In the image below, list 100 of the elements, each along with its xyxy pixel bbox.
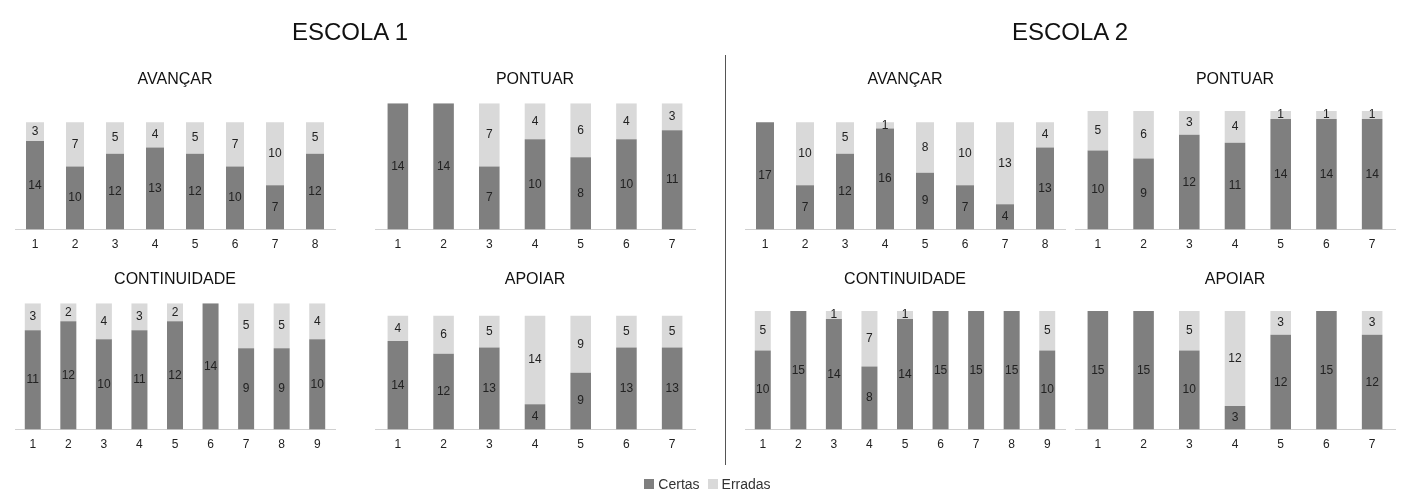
x-tick-label: 7 — [271, 237, 279, 252]
data-label: 5 — [242, 318, 250, 333]
bar — [796, 122, 814, 186]
bar — [1133, 111, 1154, 159]
data-label: 5 — [759, 323, 767, 338]
data-label: 4 — [100, 313, 108, 328]
bar — [238, 303, 255, 349]
bar — [1087, 111, 1109, 151]
chart-title: APOIAR — [504, 270, 566, 288]
bar — [524, 139, 546, 230]
bar — [836, 153, 854, 230]
data-label: 1 — [1323, 107, 1331, 122]
chart-title: PONTUAR — [1195, 70, 1275, 88]
bar — [26, 141, 44, 230]
data-label: 1 — [881, 117, 889, 132]
data-label: 5 — [668, 323, 676, 338]
x-tick-label: 8 — [278, 437, 286, 452]
data-label: 3 — [1185, 115, 1193, 130]
x-tick-label: 5 — [901, 437, 909, 452]
data-label: 12 — [1182, 174, 1197, 189]
bar — [1179, 311, 1200, 351]
bar — [66, 166, 84, 230]
data-label: 12 — [436, 383, 451, 398]
x-tick-label: 2 — [794, 437, 802, 452]
data-label: 7 — [271, 199, 279, 214]
data-label: 8 — [921, 139, 929, 154]
bar — [226, 122, 244, 167]
x-tick-label: 4 — [151, 237, 159, 252]
data-label: 3 — [1368, 315, 1376, 330]
x-tick-label: 3 — [111, 237, 119, 252]
x-tick-label: 4 — [881, 237, 889, 252]
bar — [131, 330, 148, 430]
bar — [1039, 311, 1056, 351]
data-label: 5 — [485, 323, 493, 338]
data-label: 4 — [1001, 209, 1009, 224]
data-label: 14 — [1274, 166, 1288, 181]
bar — [754, 350, 771, 430]
x-tick-label: 4 — [136, 437, 144, 452]
x-tick-label: 1 — [29, 437, 37, 452]
bar — [570, 157, 591, 230]
x-tick-label: 2 — [1140, 237, 1148, 252]
x-tick-label: 6 — [961, 237, 969, 252]
data-label: 3 — [31, 123, 39, 138]
data-label: 6 — [440, 327, 448, 342]
bar — [524, 103, 546, 140]
data-label: 12 — [1228, 350, 1242, 365]
data-label: 14 — [391, 377, 405, 392]
bar — [754, 311, 771, 351]
data-label: 8 — [577, 185, 585, 200]
bar — [1270, 111, 1291, 119]
bar — [616, 139, 637, 230]
x-tick-label: 8 — [311, 237, 319, 252]
data-label: 1 — [1277, 107, 1285, 122]
bar — [306, 122, 324, 154]
data-label: 14 — [203, 358, 218, 373]
chart-title: AVANÇAR — [867, 70, 943, 88]
x-tick-label: 1 — [761, 237, 769, 252]
data-label: 5 — [1094, 123, 1102, 138]
bar — [1036, 147, 1054, 230]
legend-label: Erradas — [721, 476, 771, 492]
bar — [1087, 150, 1109, 230]
data-label: 1 — [1368, 107, 1376, 122]
data-label: 12 — [308, 183, 322, 198]
data-label: 4 — [1041, 127, 1049, 142]
bar — [238, 348, 255, 430]
data-label: 13 — [619, 380, 634, 395]
data-label: 4 — [531, 113, 539, 128]
bar — [1133, 311, 1154, 430]
data-label: 10 — [68, 190, 82, 205]
data-label: 2 — [64, 304, 72, 319]
data-label: 11 — [26, 372, 40, 387]
bar — [1179, 350, 1200, 430]
x-tick-label: 1 — [394, 237, 402, 252]
data-label: 12 — [1274, 374, 1288, 389]
x-tick-label: 2 — [1140, 437, 1148, 452]
data-label: 10 — [619, 176, 634, 191]
data-label: 15 — [1004, 362, 1019, 377]
data-label: 10 — [97, 376, 111, 391]
data-label: 14 — [827, 366, 841, 381]
text: ESCOLA 1 — [290, 18, 410, 46]
data-label: 7 — [231, 136, 239, 151]
bar — [1361, 311, 1383, 335]
bar — [479, 315, 500, 348]
x-tick-label: 9 — [313, 437, 321, 452]
bar — [106, 153, 124, 230]
data-label: 7 — [801, 199, 809, 214]
x-tick-label: 2 — [64, 437, 72, 452]
x-tick-label: 3 — [1185, 237, 1193, 252]
x-tick-label: 3 — [100, 437, 108, 452]
bar — [570, 103, 591, 158]
data-label: 7 — [961, 199, 969, 214]
data-label: 14 — [898, 366, 912, 381]
x-tick-label: 6 — [1323, 237, 1331, 252]
bar — [95, 339, 112, 430]
bar — [306, 153, 324, 230]
bar — [309, 339, 326, 430]
data-label: 9 — [278, 381, 286, 396]
chart-title: AVANÇAR — [137, 70, 213, 88]
bar — [95, 303, 112, 340]
data-label: 10 — [798, 146, 812, 161]
